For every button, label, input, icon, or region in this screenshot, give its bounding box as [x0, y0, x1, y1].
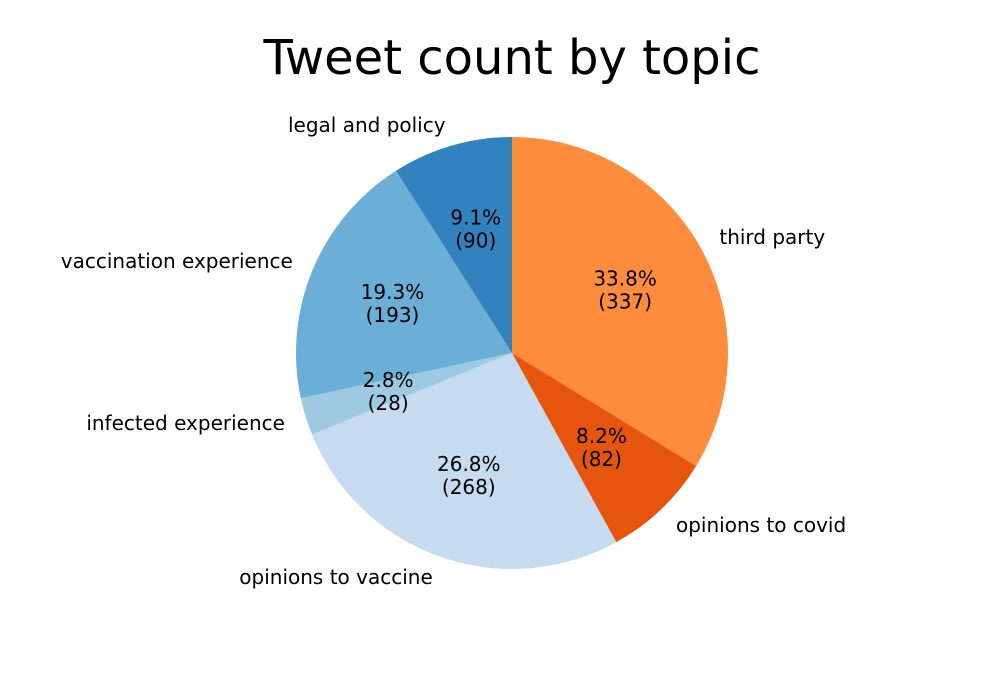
slice-label: opinions to vaccine: [239, 565, 432, 589]
chart-title: Tweet count by topic: [263, 30, 761, 86]
pie-slice-third-party: [512, 137, 729, 467]
pie-slice-legal-and-policy: [396, 137, 512, 353]
slice-percent-label: 2.8%: [363, 368, 414, 392]
pie-slice-opinions-to-covid: [512, 353, 697, 543]
percent-labels: 33.8%(337) 8.2%(82) 26.8%(268) 2.8%(28) 19.3…: [361, 206, 657, 500]
slice-percent-label: 8.2%: [576, 424, 627, 448]
slice-percent-label: 19.3%: [361, 280, 425, 304]
slice-count-label: (90): [455, 229, 496, 253]
slice-count-label: (268): [442, 475, 496, 499]
slice-labels: third party opinions to covid opinions to …: [61, 113, 846, 589]
slice-count-label: (337): [598, 290, 652, 314]
slice-percent-label: 26.8%: [437, 452, 501, 476]
slice-label: infected experience: [86, 411, 285, 435]
slice-label: third party: [719, 225, 825, 249]
slice-count-label: (28): [368, 391, 409, 415]
pie-slice-infected-experience: [300, 353, 512, 435]
slice-label: vaccination experience: [61, 249, 293, 273]
slice-percent-label: 33.8%: [593, 267, 657, 291]
pie-slices: [296, 137, 729, 569]
slice-percent-label: 9.1%: [450, 206, 501, 230]
pie-slice-opinions-to-vaccine: [311, 353, 617, 569]
slice-count-label: (82): [581, 447, 622, 471]
slice-label: opinions to covid: [676, 513, 846, 537]
pie-slice-vaccination-experience: [296, 170, 512, 399]
slice-label: legal and policy: [288, 113, 446, 137]
slice-count-label: (193): [366, 303, 420, 327]
